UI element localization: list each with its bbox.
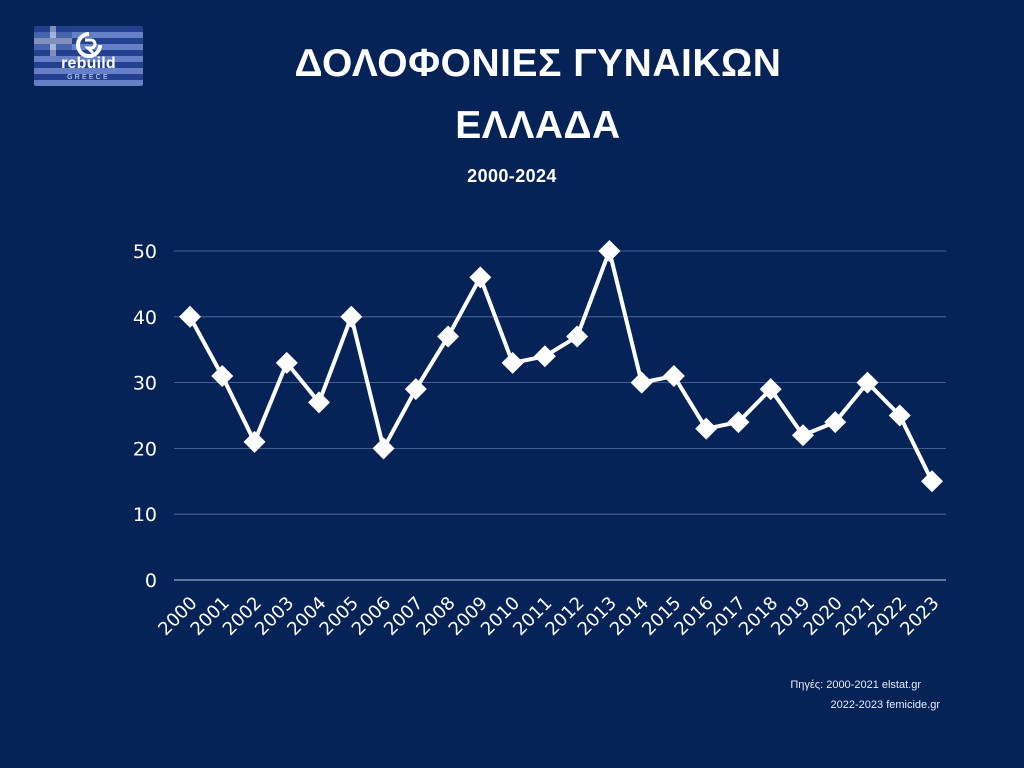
chart-title-line2: ΕΛΛΑΔΑ: [455, 104, 621, 147]
data-point-marker: [437, 325, 460, 348]
data-point-marker: [469, 266, 492, 289]
y-tick-label: 20: [133, 438, 157, 460]
data-point-marker: [404, 378, 427, 401]
data-point-marker: [727, 411, 750, 434]
gridlines: [174, 250, 946, 581]
data-point-marker: [566, 325, 589, 348]
data-point-marker: [695, 417, 718, 440]
y-axis-ticks: 0 10 20 30 40 50: [133, 241, 157, 592]
data-series: [179, 240, 943, 493]
data-point-marker: [630, 371, 653, 394]
data-point-marker: [824, 411, 847, 434]
data-point-marker: [598, 240, 621, 262]
source-note-line2: 2022-2023 femicide.gr: [830, 699, 940, 711]
series-line: [188, 249, 934, 483]
rebuild-logo-icon: [76, 32, 102, 58]
data-point-marker: [243, 430, 266, 453]
y-tick-label: 50: [133, 241, 157, 263]
data-point-marker: [340, 305, 363, 328]
x-axis-ticks: 2000200120022003200420052006200720082009…: [154, 593, 943, 640]
y-tick-label: 0: [145, 570, 157, 592]
data-point-marker: [888, 404, 911, 427]
rebuild-greece-logo: rebuild GREECE: [34, 26, 143, 86]
chart-subtitle: 2000-2024: [467, 166, 557, 186]
data-point-marker: [179, 305, 201, 328]
data-point-marker: [791, 424, 814, 447]
data-point-marker: [308, 391, 331, 414]
data-point-marker: [211, 365, 234, 388]
data-point-marker: [372, 437, 395, 460]
y-tick-label: 40: [133, 307, 157, 329]
y-tick-label: 10: [133, 504, 157, 526]
chart-title-line1: ΔΟΛΟΦΟΝΙΕΣ ΓΥΝΑΙΚΩΝ: [294, 42, 782, 85]
data-point-marker: [533, 345, 556, 368]
y-tick-label: 30: [133, 373, 157, 395]
data-point-marker: [856, 371, 879, 394]
data-point-marker: [921, 470, 943, 493]
data-point-marker: [501, 351, 524, 374]
source-note-line1: Πηγές: 2000-2021 elstat.gr: [790, 679, 921, 691]
logo-wordmark: rebuild: [61, 55, 116, 72]
data-point-marker: [759, 378, 782, 401]
logo-subtext: GREECE: [67, 74, 110, 81]
data-point-marker: [662, 365, 685, 388]
data-point-marker: [275, 351, 298, 374]
